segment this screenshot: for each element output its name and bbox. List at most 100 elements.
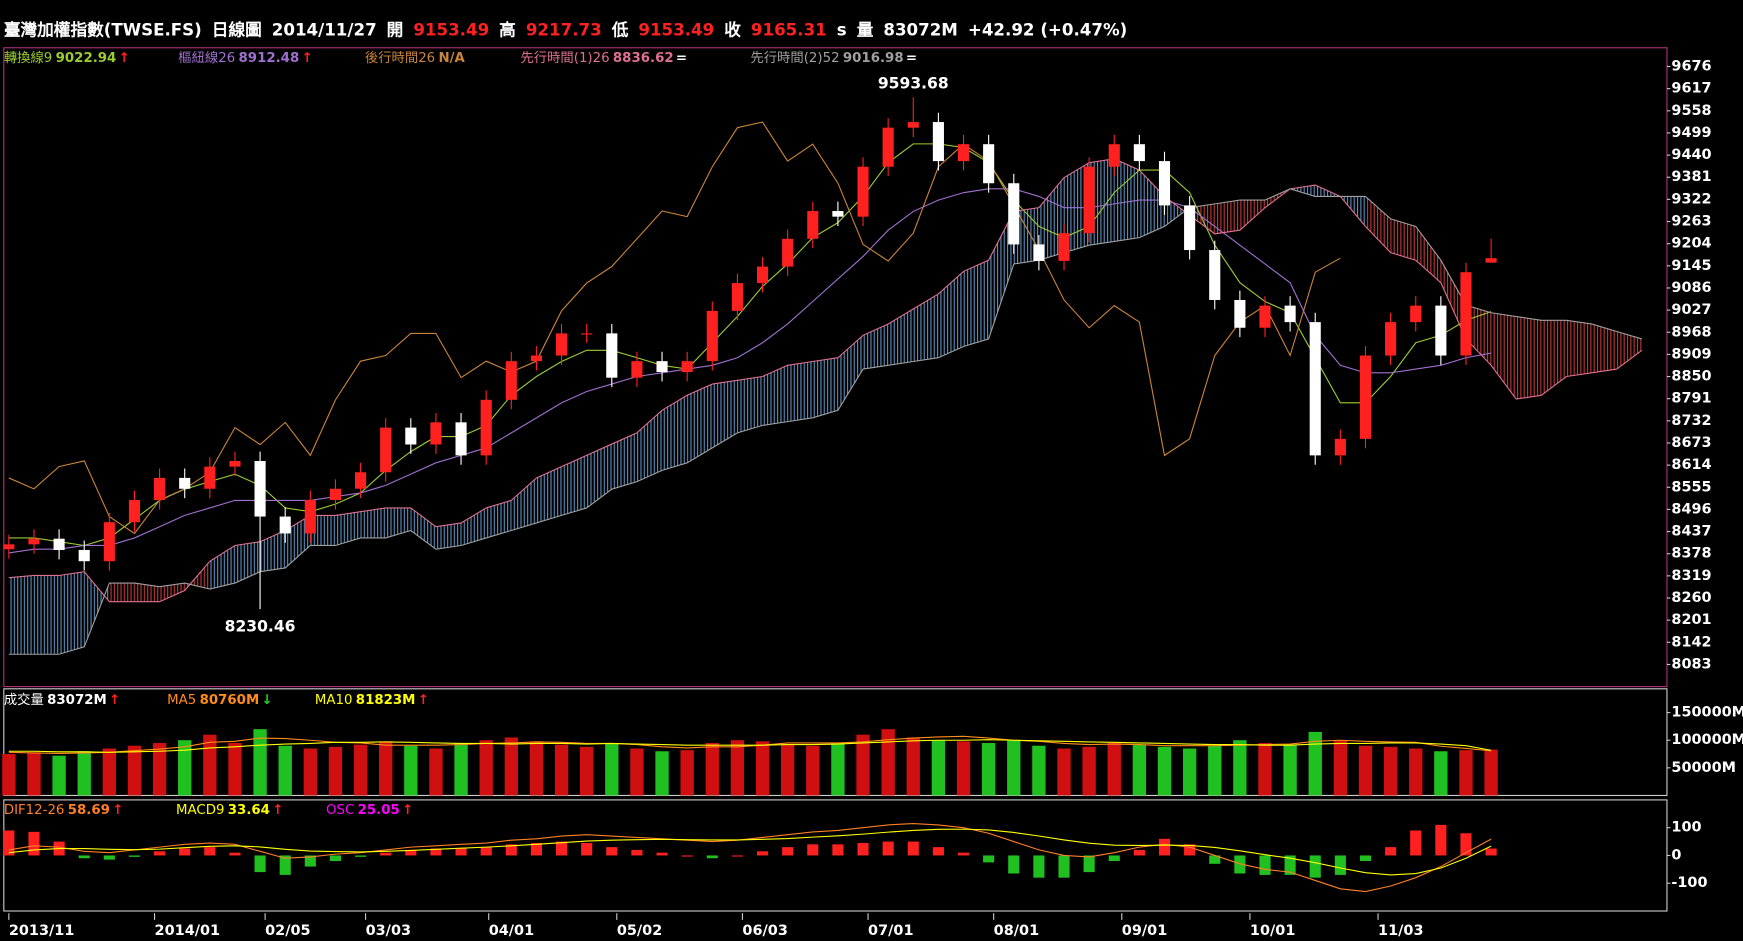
cloud xyxy=(159,582,185,602)
candle-body xyxy=(581,333,593,335)
osc-bar xyxy=(681,855,693,857)
y-tick-label: 8437 xyxy=(1671,524,1711,540)
legend-name: 先行時間(2)52 xyxy=(750,50,839,66)
x-tick-label: 06/03 xyxy=(742,923,787,939)
volume-bar xyxy=(1459,750,1473,796)
volume-bar xyxy=(630,748,644,796)
y-tick-label: 8319 xyxy=(1671,568,1711,584)
y-tick-label: 8260 xyxy=(1671,590,1711,606)
y-tick-label: 9145 xyxy=(1671,258,1711,274)
header-text: 高 xyxy=(499,20,516,40)
volume-bar xyxy=(780,744,795,796)
osc-bar xyxy=(405,849,417,856)
y-tick-label: 9263 xyxy=(1671,214,1711,230)
candle-body xyxy=(279,516,291,534)
candle-body xyxy=(229,461,241,467)
volume-bar xyxy=(906,737,920,796)
y-tick-label: 8142 xyxy=(1671,634,1711,650)
y-tick-label: 9676 xyxy=(1671,59,1711,75)
candle-body xyxy=(405,427,417,445)
candle-body xyxy=(530,355,542,362)
cloud xyxy=(863,323,889,370)
volume-bar xyxy=(429,748,443,796)
cloud xyxy=(1616,331,1642,370)
legend-value: 81823M xyxy=(356,693,416,708)
legend-value: 83072M xyxy=(47,693,107,708)
y-tick-label: 100 xyxy=(1671,820,1701,836)
legend-value: 8912.48 xyxy=(239,51,300,66)
cloud xyxy=(310,515,336,546)
volume-bar xyxy=(1233,740,1247,796)
volume-bar xyxy=(1434,751,1448,796)
volume-bar xyxy=(454,742,468,796)
candle-body xyxy=(1108,144,1120,167)
cloud xyxy=(787,361,813,422)
y-tick-label: -100 xyxy=(1671,875,1707,891)
price-panel xyxy=(3,47,1668,688)
legend-name: DIF12-26 xyxy=(4,803,65,818)
volume-bar xyxy=(1258,742,1272,796)
volume-bar xyxy=(1484,749,1498,796)
y-tick-label: 50000M xyxy=(1671,760,1736,776)
cloud xyxy=(963,260,989,347)
cloud xyxy=(1038,177,1065,261)
osc-bar xyxy=(1058,855,1070,878)
osc-bar xyxy=(1385,847,1397,856)
candle-body xyxy=(882,127,894,167)
candle-body xyxy=(1485,258,1497,263)
osc-bar xyxy=(1435,824,1447,856)
candle-body xyxy=(53,538,65,550)
osc-bar xyxy=(731,855,743,857)
osc-bar xyxy=(1083,855,1095,873)
legend-arrow: = xyxy=(906,51,917,66)
osc-bar xyxy=(706,855,718,859)
osc-bar xyxy=(1259,855,1271,875)
cloud xyxy=(109,582,135,602)
legend-arrow: ↑ xyxy=(301,51,312,66)
y-tick-label: 9086 xyxy=(1671,280,1711,296)
volume-bar xyxy=(379,741,393,796)
header-text: 量 xyxy=(857,21,874,40)
y-tick-label: 8791 xyxy=(1671,391,1711,407)
osc-bar xyxy=(78,855,90,859)
cloud xyxy=(1465,305,1492,366)
header-text: 日線圖 xyxy=(212,20,262,40)
ma-line xyxy=(8,739,1492,753)
x-tick-label: 07/01 xyxy=(868,923,913,939)
volume-bar xyxy=(981,742,996,796)
volume-bar xyxy=(755,741,770,796)
legend-arrow: ↑ xyxy=(272,803,283,818)
cloud xyxy=(586,444,612,508)
volume-bar xyxy=(856,734,870,796)
osc-bar xyxy=(631,849,643,856)
cloud xyxy=(385,507,411,538)
osc-bar xyxy=(128,855,141,857)
cloud xyxy=(611,432,637,490)
osc-bar xyxy=(1184,844,1196,856)
candle-body xyxy=(1385,322,1397,356)
volume-bar xyxy=(931,740,946,796)
volume-bar xyxy=(1057,748,1071,796)
x-tick-label: 2013/11 xyxy=(9,923,75,939)
legend-name: MACD9 xyxy=(176,803,224,818)
y-tick-label: 8850 xyxy=(1671,369,1711,385)
volume-bar xyxy=(479,740,493,796)
volume-bar xyxy=(278,745,292,796)
legend-arrow: ↑ xyxy=(112,803,123,818)
volume-bar xyxy=(529,741,544,796)
y-tick-label: 9617 xyxy=(1671,81,1711,97)
volume-bar xyxy=(605,742,619,796)
header-text: 收 xyxy=(724,20,741,40)
candle-body xyxy=(204,466,216,489)
legend-name: 成交量 xyxy=(4,691,44,708)
legend-arrow: ↑ xyxy=(402,803,413,818)
legend-value: 8836.62 xyxy=(613,51,674,66)
cloud xyxy=(561,455,587,516)
dif-line xyxy=(8,823,1492,893)
cloud xyxy=(712,380,738,448)
candle-body xyxy=(1158,161,1171,206)
ichimoku-line xyxy=(8,121,1341,535)
x-tick-label: 02/05 xyxy=(265,923,310,939)
osc-bar xyxy=(204,847,216,856)
legend-name: 樞紐線26 xyxy=(178,50,235,66)
